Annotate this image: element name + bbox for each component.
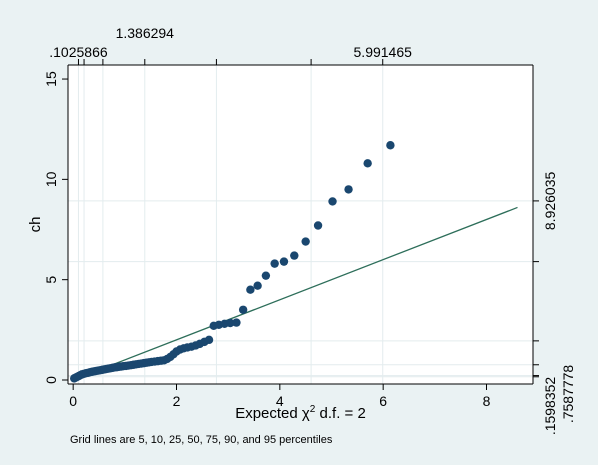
data-point: [246, 285, 255, 294]
y-tick-label: 15: [43, 71, 59, 87]
x-tick-label: 4: [276, 393, 284, 409]
data-point: [253, 281, 262, 290]
data-point: [328, 197, 337, 206]
plot-area: [68, 65, 533, 384]
data-points: [70, 141, 395, 383]
data-point: [204, 335, 214, 345]
right-tick-label: 8.926035: [542, 172, 558, 231]
data-point: [238, 305, 248, 314]
x-tick-label: 2: [173, 393, 181, 409]
x-axis-title: Expected χ2 d.f. = 2: [235, 404, 366, 422]
data-point: [270, 259, 279, 268]
data-point: [344, 185, 353, 194]
data-point: [313, 221, 323, 230]
chart-note: Grid lines are 5, 10, 25, 50, 75, 90, an…: [70, 434, 333, 446]
x-tick-label: 8: [483, 393, 491, 409]
top-tick-label: 5.991465: [354, 44, 413, 60]
reference-line: [72, 206, 518, 381]
data-point: [279, 257, 289, 266]
data-point: [290, 251, 299, 260]
right-tick-label: .1598352: [542, 377, 558, 436]
data-point: [226, 318, 235, 328]
top-tick-label: 1.386294: [116, 25, 175, 41]
y-tick-label: 5: [43, 276, 59, 284]
x-tick-label: 6: [379, 393, 387, 409]
data-point: [232, 318, 241, 327]
x-tick-label: 0: [69, 393, 77, 409]
data-point: [363, 159, 372, 168]
y-axis-title: ch: [27, 217, 44, 233]
data-point: [301, 237, 310, 246]
data-point: [386, 141, 395, 150]
top-tick-label: .1025866: [49, 44, 108, 60]
data-point: [261, 271, 271, 280]
right-tick-label: .7587778: [560, 365, 576, 424]
y-tick-label: 10: [43, 171, 59, 187]
y-tick-label: 0: [43, 376, 59, 384]
